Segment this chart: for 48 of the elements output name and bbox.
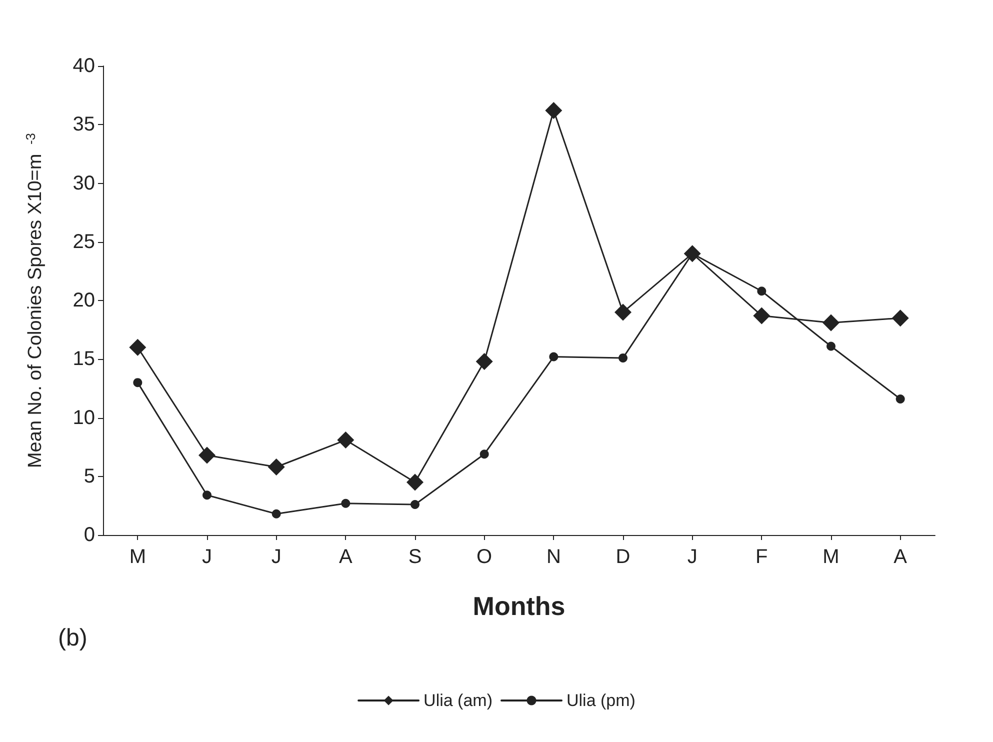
y-tick-label: 0: [84, 524, 95, 546]
point: [337, 432, 354, 449]
x-tick-label: M: [822, 546, 840, 568]
x-tick-label: D: [616, 546, 630, 568]
x-tick-label: J: [271, 546, 282, 568]
point: [753, 307, 770, 324]
point: [892, 310, 909, 327]
point: [129, 338, 146, 356]
x-axis-title: Months: [472, 591, 566, 621]
x-tick-label: J: [202, 546, 212, 568]
y-tick-label: 35: [72, 114, 95, 136]
point: [480, 450, 489, 459]
point: [410, 500, 420, 510]
point: [545, 102, 562, 120]
y-tick-label: 30: [72, 172, 95, 194]
point: [826, 342, 836, 351]
y-axis-title: Mean No. of Colonies Spores X10=m -3: [23, 132, 46, 468]
point: [476, 352, 493, 370]
point: [549, 352, 558, 362]
point: [614, 304, 632, 321]
x-tick-label: S: [408, 546, 422, 568]
x-tick-label: F: [756, 546, 768, 568]
y-tick-label: 10: [72, 406, 95, 429]
point: [198, 446, 216, 464]
text: (b): [58, 624, 88, 652]
point: [406, 474, 424, 491]
point: [268, 458, 285, 476]
x-tick-label: M: [129, 546, 146, 568]
point: [757, 286, 766, 296]
x-tick-label: J: [687, 546, 698, 568]
y-tick-label: 40: [72, 55, 95, 77]
point: [822, 314, 840, 332]
point: [133, 378, 142, 388]
y-tick-label: 25: [72, 230, 95, 253]
y-tick-label: 15: [72, 348, 95, 370]
x-tick-label: N: [546, 546, 561, 568]
legend-label: Ulia (am): [424, 691, 493, 710]
x-tick-label: O: [476, 546, 492, 568]
point: [618, 353, 628, 362]
y-tick-label: 5: [84, 465, 95, 488]
legend-label: Ulia (pm): [566, 691, 636, 710]
point: [896, 394, 905, 404]
y-tick-label: 20: [72, 290, 95, 312]
x-tick-label: A: [338, 546, 353, 568]
x-tick-label: A: [894, 546, 908, 568]
point: [341, 498, 350, 508]
point: [272, 509, 281, 518]
point: [202, 490, 212, 500]
